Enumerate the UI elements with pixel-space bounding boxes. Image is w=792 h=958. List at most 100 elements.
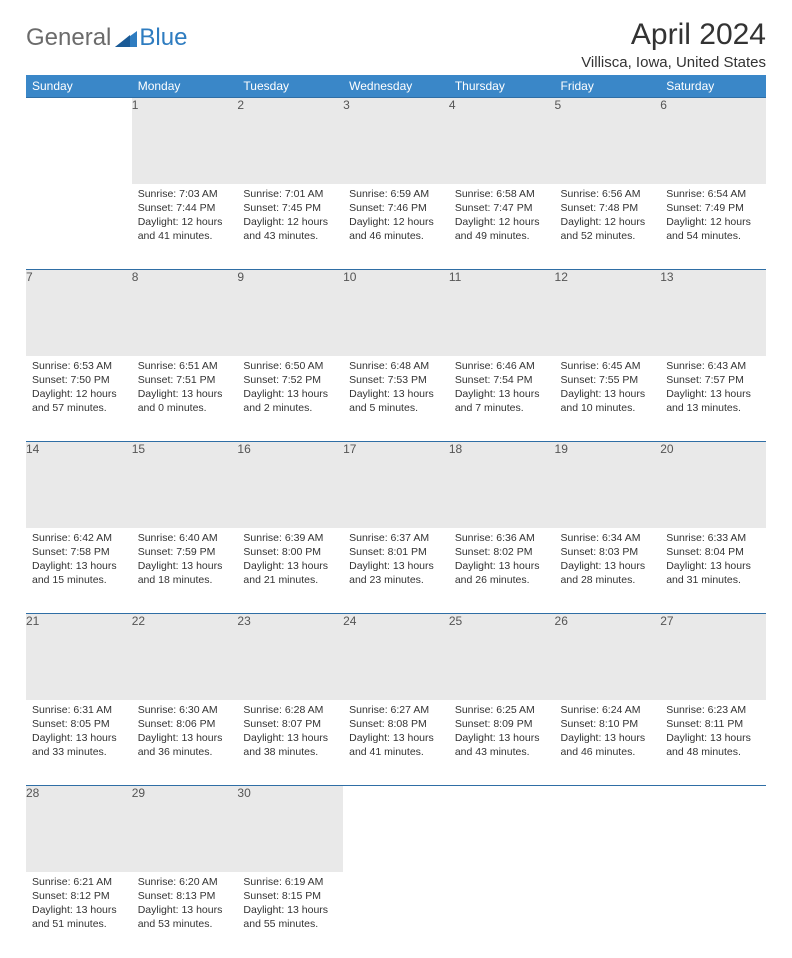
sunrise-text: Sunrise: 6:36 AM xyxy=(455,531,549,545)
day-number-cell: 29 xyxy=(132,786,238,872)
details-row: Sunrise: 7:03 AMSunset: 7:44 PMDaylight:… xyxy=(26,184,766,270)
sunset-text: Sunset: 8:06 PM xyxy=(138,717,232,731)
day-details-cell: Sunrise: 6:48 AMSunset: 7:53 PMDaylight:… xyxy=(343,356,449,442)
sunset-text: Sunset: 7:48 PM xyxy=(561,201,655,215)
daylight-text: Daylight: 13 hours and 21 minutes. xyxy=(243,559,337,587)
day-details-cell: Sunrise: 6:46 AMSunset: 7:54 PMDaylight:… xyxy=(449,356,555,442)
day-details: Sunrise: 6:42 AMSunset: 7:58 PMDaylight:… xyxy=(26,528,132,594)
daylight-text: Daylight: 13 hours and 46 minutes. xyxy=(561,731,655,759)
daylight-text: Daylight: 13 hours and 36 minutes. xyxy=(138,731,232,759)
day-header: Friday xyxy=(555,75,661,98)
daylight-text: Daylight: 13 hours and 33 minutes. xyxy=(32,731,126,759)
day-details: Sunrise: 6:58 AMSunset: 7:47 PMDaylight:… xyxy=(449,184,555,250)
day-number-cell: 22 xyxy=(132,614,238,700)
sunset-text: Sunset: 7:44 PM xyxy=(138,201,232,215)
day-number-cell: 18 xyxy=(449,442,555,528)
sunset-text: Sunset: 7:49 PM xyxy=(666,201,760,215)
sunset-text: Sunset: 7:47 PM xyxy=(455,201,549,215)
day-details-cell: Sunrise: 6:56 AMSunset: 7:48 PMDaylight:… xyxy=(555,184,661,270)
sunrise-text: Sunrise: 7:01 AM xyxy=(243,187,337,201)
day-number-cell: 8 xyxy=(132,270,238,356)
sunset-text: Sunset: 8:11 PM xyxy=(666,717,760,731)
day-details: Sunrise: 6:19 AMSunset: 8:15 PMDaylight:… xyxy=(237,872,343,938)
daylight-text: Daylight: 13 hours and 0 minutes. xyxy=(138,387,232,415)
day-details: Sunrise: 6:48 AMSunset: 7:53 PMDaylight:… xyxy=(343,356,449,422)
sunrise-text: Sunrise: 6:37 AM xyxy=(349,531,443,545)
day-number-cell: 6 xyxy=(660,98,766,184)
day-details: Sunrise: 6:34 AMSunset: 8:03 PMDaylight:… xyxy=(555,528,661,594)
details-row: Sunrise: 6:21 AMSunset: 8:12 PMDaylight:… xyxy=(26,872,766,958)
day-details-cell: Sunrise: 6:40 AMSunset: 7:59 PMDaylight:… xyxy=(132,528,238,614)
sunrise-text: Sunrise: 6:43 AM xyxy=(666,359,760,373)
day-number-cell: 9 xyxy=(237,270,343,356)
day-number-cell: 10 xyxy=(343,270,449,356)
sunset-text: Sunset: 8:00 PM xyxy=(243,545,337,559)
day-details-cell: Sunrise: 6:19 AMSunset: 8:15 PMDaylight:… xyxy=(237,872,343,958)
daylight-text: Daylight: 13 hours and 38 minutes. xyxy=(243,731,337,759)
daylight-text: Daylight: 12 hours and 43 minutes. xyxy=(243,215,337,243)
day-details-cell xyxy=(449,872,555,958)
day-details-cell: Sunrise: 6:37 AMSunset: 8:01 PMDaylight:… xyxy=(343,528,449,614)
day-details-cell: Sunrise: 6:30 AMSunset: 8:06 PMDaylight:… xyxy=(132,700,238,786)
header: General Blue April 2024 Villisca, Iowa, … xyxy=(26,18,766,71)
sunrise-text: Sunrise: 6:34 AM xyxy=(561,531,655,545)
day-number-cell: 12 xyxy=(555,270,661,356)
day-details: Sunrise: 6:45 AMSunset: 7:55 PMDaylight:… xyxy=(555,356,661,422)
day-number-cell: 11 xyxy=(449,270,555,356)
daylight-text: Daylight: 13 hours and 26 minutes. xyxy=(455,559,549,587)
sunrise-text: Sunrise: 6:45 AM xyxy=(561,359,655,373)
daynum-row: 282930 xyxy=(26,786,766,872)
day-number-cell: 27 xyxy=(660,614,766,700)
sunrise-text: Sunrise: 6:20 AM xyxy=(138,875,232,889)
day-number-cell: 7 xyxy=(26,270,132,356)
day-details: Sunrise: 6:31 AMSunset: 8:05 PMDaylight:… xyxy=(26,700,132,766)
title-block: April 2024 Villisca, Iowa, United States xyxy=(581,18,766,71)
day-details-cell: Sunrise: 6:20 AMSunset: 8:13 PMDaylight:… xyxy=(132,872,238,958)
location-text: Villisca, Iowa, United States xyxy=(581,54,766,71)
daylight-text: Daylight: 13 hours and 2 minutes. xyxy=(243,387,337,415)
day-number-cell: 28 xyxy=(26,786,132,872)
sunset-text: Sunset: 8:09 PM xyxy=(455,717,549,731)
day-number-cell xyxy=(555,786,661,872)
sunset-text: Sunset: 8:07 PM xyxy=(243,717,337,731)
daylight-text: Daylight: 12 hours and 52 minutes. xyxy=(561,215,655,243)
sunrise-text: Sunrise: 6:48 AM xyxy=(349,359,443,373)
daylight-text: Daylight: 12 hours and 57 minutes. xyxy=(32,387,126,415)
day-details: Sunrise: 6:21 AMSunset: 8:12 PMDaylight:… xyxy=(26,872,132,938)
sunrise-text: Sunrise: 6:46 AM xyxy=(455,359,549,373)
day-number-cell: 30 xyxy=(237,786,343,872)
sunset-text: Sunset: 7:50 PM xyxy=(32,373,126,387)
day-details-cell: Sunrise: 6:24 AMSunset: 8:10 PMDaylight:… xyxy=(555,700,661,786)
sunrise-text: Sunrise: 6:54 AM xyxy=(666,187,760,201)
sunset-text: Sunset: 7:52 PM xyxy=(243,373,337,387)
logo-text-blue: Blue xyxy=(139,24,187,52)
sunset-text: Sunset: 7:58 PM xyxy=(32,545,126,559)
day-details-cell: Sunrise: 6:27 AMSunset: 8:08 PMDaylight:… xyxy=(343,700,449,786)
sunset-text: Sunset: 8:08 PM xyxy=(349,717,443,731)
sunrise-text: Sunrise: 6:23 AM xyxy=(666,703,760,717)
calendar-body: 123456Sunrise: 7:03 AMSunset: 7:44 PMDay… xyxy=(26,98,766,958)
day-details: Sunrise: 6:24 AMSunset: 8:10 PMDaylight:… xyxy=(555,700,661,766)
sunrise-text: Sunrise: 6:28 AM xyxy=(243,703,337,717)
day-number-cell: 3 xyxy=(343,98,449,184)
daylight-text: Daylight: 13 hours and 31 minutes. xyxy=(666,559,760,587)
day-number-cell: 2 xyxy=(237,98,343,184)
daylight-text: Daylight: 13 hours and 13 minutes. xyxy=(666,387,760,415)
day-number-cell: 19 xyxy=(555,442,661,528)
daylight-text: Daylight: 13 hours and 7 minutes. xyxy=(455,387,549,415)
day-details-cell xyxy=(660,872,766,958)
sunset-text: Sunset: 7:53 PM xyxy=(349,373,443,387)
daylight-text: Daylight: 13 hours and 51 minutes. xyxy=(32,903,126,931)
sunrise-text: Sunrise: 6:56 AM xyxy=(561,187,655,201)
day-details-cell: Sunrise: 6:36 AMSunset: 8:02 PMDaylight:… xyxy=(449,528,555,614)
sunset-text: Sunset: 7:54 PM xyxy=(455,373,549,387)
logo-text-general: General xyxy=(26,24,111,52)
day-number-cell: 20 xyxy=(660,442,766,528)
day-details-cell: Sunrise: 6:51 AMSunset: 7:51 PMDaylight:… xyxy=(132,356,238,442)
day-details: Sunrise: 6:25 AMSunset: 8:09 PMDaylight:… xyxy=(449,700,555,766)
logo: General Blue xyxy=(26,18,187,52)
day-number-cell: 14 xyxy=(26,442,132,528)
day-details-cell: Sunrise: 6:50 AMSunset: 7:52 PMDaylight:… xyxy=(237,356,343,442)
day-details-cell: Sunrise: 6:54 AMSunset: 7:49 PMDaylight:… xyxy=(660,184,766,270)
daylight-text: Daylight: 12 hours and 46 minutes. xyxy=(349,215,443,243)
